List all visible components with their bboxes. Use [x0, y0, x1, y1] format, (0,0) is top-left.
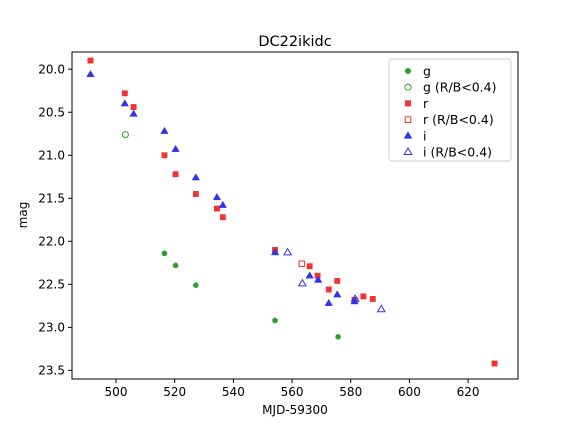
y-tick-label: 20.0	[38, 63, 65, 77]
y-tick-label: 20.5	[38, 106, 65, 120]
legend-marker	[403, 146, 413, 156]
data-point	[360, 293, 367, 300]
x-tick-label: 560	[281, 385, 304, 399]
data-point	[350, 294, 360, 302]
data-point	[161, 250, 168, 257]
data-point	[120, 99, 129, 107]
data-point	[376, 304, 386, 313]
data-point	[121, 131, 129, 139]
data-point	[219, 214, 226, 221]
x-axis-label: MJD-59300	[262, 403, 328, 417]
legend-label: g (R/B<0.4)	[423, 80, 497, 95]
x-tick-label: 520	[163, 385, 186, 399]
y-axis-label: mag	[16, 202, 30, 229]
data-point	[270, 248, 280, 256]
data-point	[297, 278, 307, 287]
data-point	[212, 193, 222, 201]
data-point	[161, 152, 168, 159]
data-point	[192, 191, 199, 197]
data-point	[191, 173, 200, 181]
plot-frame	[71, 51, 519, 380]
data-point	[172, 171, 179, 178]
legend-marker	[404, 100, 412, 107]
x-tick-label: 500	[105, 385, 128, 399]
data-point	[298, 260, 305, 267]
data-point	[272, 317, 278, 324]
data-point	[121, 90, 128, 97]
axis-ticks: 500 520 540 560 580 600 620 20.0 20.5 21.0 21.5 22.…	[38, 63, 479, 399]
x-tick-label: 540	[222, 385, 245, 399]
data-point	[491, 360, 498, 367]
data-point	[283, 247, 293, 256]
legend-marker	[404, 116, 412, 123]
data-point	[333, 290, 342, 298]
x-tick-label: 620	[457, 385, 480, 399]
data-points	[86, 57, 498, 367]
data-point	[324, 298, 333, 306]
data-point	[305, 271, 314, 279]
data-point	[350, 297, 359, 305]
x-tick-label: 580	[339, 385, 362, 399]
legend: gg (R/B<0.4)rr (R/B<0.4)i i (R/B<0.4)	[388, 58, 512, 162]
x-tick-label: 600	[398, 385, 421, 399]
data-point	[335, 333, 341, 340]
legend-marker	[405, 68, 411, 74]
data-point	[172, 262, 179, 269]
data-point	[218, 200, 227, 208]
data-point	[369, 296, 376, 302]
data-point	[306, 263, 313, 270]
data-point	[160, 126, 169, 134]
data-point	[86, 69, 95, 78]
legend-label: g	[423, 64, 431, 79]
data-point	[334, 277, 341, 284]
y-tick-label: 23.0	[38, 321, 65, 335]
data-point	[192, 282, 199, 289]
legend-marker	[404, 83, 412, 91]
legend-marker	[403, 131, 413, 139]
legend-box	[388, 58, 512, 162]
data-point	[214, 205, 220, 212]
legend-label: i	[423, 128, 426, 143]
y-tick-label: 23.5	[38, 364, 65, 378]
legend-label: r (R/B<0.4)	[423, 112, 494, 127]
y-tick-label: 22.5	[38, 278, 65, 292]
y-tick-label: 22.0	[38, 235, 65, 249]
data-point	[314, 275, 323, 283]
y-tick-label: 21.0	[38, 149, 65, 163]
data-point	[130, 104, 137, 111]
legend-label: r	[423, 96, 429, 111]
data-point	[129, 109, 138, 117]
chart-title: DC22ikidc	[258, 34, 331, 50]
y-tick-label: 21.5	[38, 192, 65, 206]
legend-label: i (R/B<0.4)	[423, 145, 492, 160]
data-point	[171, 144, 180, 152]
data-point	[87, 57, 94, 64]
data-point	[325, 286, 332, 293]
